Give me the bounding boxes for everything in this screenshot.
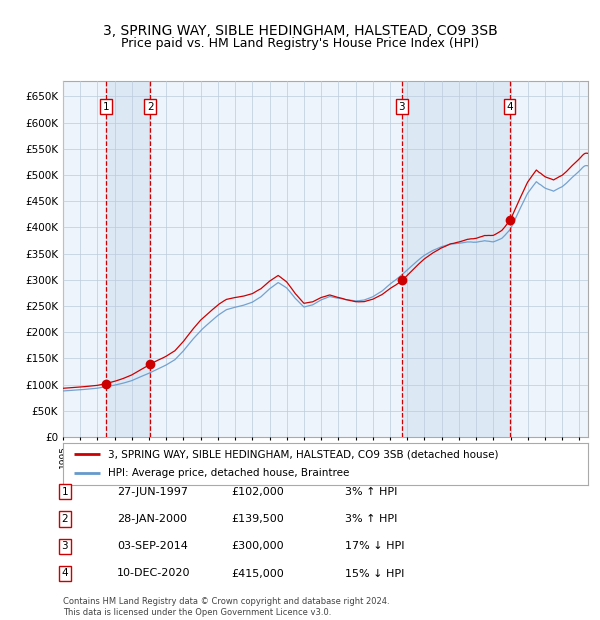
Text: 10-DEC-2020: 10-DEC-2020 — [117, 569, 191, 578]
Text: 3% ↑ HPI: 3% ↑ HPI — [345, 514, 397, 524]
Text: 3, SPRING WAY, SIBLE HEDINGHAM, HALSTEAD, CO9 3SB (detached house): 3, SPRING WAY, SIBLE HEDINGHAM, HALSTEAD… — [107, 449, 498, 459]
Text: £102,000: £102,000 — [231, 487, 284, 497]
Text: 27-JUN-1997: 27-JUN-1997 — [117, 487, 188, 497]
Text: 28-JAN-2000: 28-JAN-2000 — [117, 514, 187, 524]
Text: 1: 1 — [61, 487, 68, 497]
Text: 03-SEP-2014: 03-SEP-2014 — [117, 541, 188, 551]
Text: 4: 4 — [61, 569, 68, 578]
Bar — [106, 81, 151, 437]
Text: 17% ↓ HPI: 17% ↓ HPI — [345, 541, 404, 551]
Text: Price paid vs. HM Land Registry's House Price Index (HPI): Price paid vs. HM Land Registry's House … — [121, 37, 479, 50]
Text: 3% ↑ HPI: 3% ↑ HPI — [345, 487, 397, 497]
Text: 3, SPRING WAY, SIBLE HEDINGHAM, HALSTEAD, CO9 3SB: 3, SPRING WAY, SIBLE HEDINGHAM, HALSTEAD… — [103, 24, 497, 38]
Text: £415,000: £415,000 — [231, 569, 284, 578]
Text: 1: 1 — [103, 102, 109, 112]
Text: £139,500: £139,500 — [231, 514, 284, 524]
Text: 3: 3 — [398, 102, 405, 112]
Text: 4: 4 — [506, 102, 513, 112]
Text: Contains HM Land Registry data © Crown copyright and database right 2024.
This d: Contains HM Land Registry data © Crown c… — [63, 598, 389, 617]
Text: £300,000: £300,000 — [231, 541, 284, 551]
Text: HPI: Average price, detached house, Braintree: HPI: Average price, detached house, Brai… — [107, 469, 349, 479]
Text: 3: 3 — [61, 541, 68, 551]
Text: 2: 2 — [61, 514, 68, 524]
Text: 15% ↓ HPI: 15% ↓ HPI — [345, 569, 404, 578]
Bar — [401, 81, 509, 437]
Text: 2: 2 — [147, 102, 154, 112]
